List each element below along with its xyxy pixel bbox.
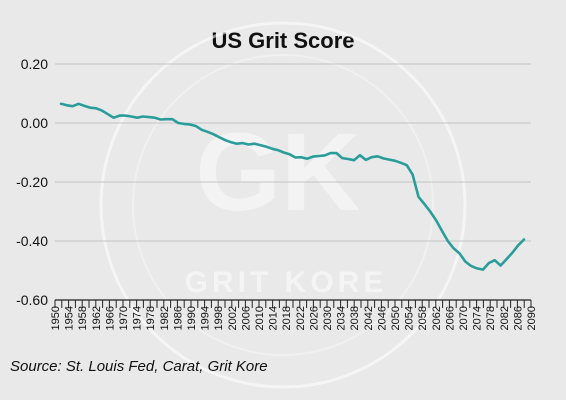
x-tick-label: 1994 (200, 306, 212, 330)
x-tick-label: 2022 (295, 306, 307, 330)
x-tick-label: 1998 (213, 306, 225, 330)
x-tick-label: 2030 (322, 306, 334, 330)
x-tick-label: 2086 (512, 306, 524, 330)
x-tick-label: 1962 (91, 306, 103, 330)
x-tick-label: 2034 (336, 306, 348, 330)
series-layer (59, 102, 526, 271)
x-tick-label: 2058 (417, 306, 429, 330)
x-tick-label: 2082 (499, 306, 511, 330)
x-tick-label: 2074 (472, 306, 484, 330)
x-tick-label: 1954 (64, 306, 76, 330)
watermark-monogram: GK (196, 111, 361, 234)
y-tick-label: -0.20 (16, 174, 48, 190)
series-line-grit-score (59, 102, 526, 271)
x-tick-label: 2038 (349, 306, 361, 330)
watermark-inner-ring (132, 54, 434, 356)
x-tick-label: 1978 (145, 306, 157, 330)
x-tick-label: 2026 (308, 306, 320, 330)
x-tick-label: 2018 (281, 306, 293, 330)
x-tick-label: 1970 (118, 306, 130, 330)
x-tick-label: 2006 (240, 306, 252, 330)
x-tick-label: 2078 (485, 306, 497, 330)
x-tick-label: 2062 (431, 306, 443, 330)
gridlines (55, 63, 531, 301)
y-tick-label: -0.60 (16, 292, 48, 308)
x-tick-label: 2014 (268, 306, 280, 330)
x-tick-label: 2046 (376, 306, 388, 330)
x-tick-label: 2054 (404, 306, 416, 330)
watermark-text: GRIT KORE (185, 266, 388, 299)
source-note: Source: St. Louis Fed, Carat, Grit Kore (10, 358, 268, 375)
watermark-outer-ring (99, 21, 467, 389)
x-tick-label: 2066 (444, 306, 456, 330)
y-tick-label: -0.40 (16, 233, 48, 249)
y-axis-ticks: 0.20 0.00 -0.20 -0.40 -0.60 (16, 56, 48, 308)
x-tick-label: 2042 (363, 306, 375, 330)
x-tick-label: 1974 (132, 306, 144, 330)
x-tick-label: 1982 (159, 306, 171, 330)
x-tick-label: 1950 (50, 306, 62, 330)
x-tick-label: 1990 (186, 306, 198, 330)
x-tick-label: 1966 (104, 306, 116, 330)
x-tick-label: 2010 (254, 306, 266, 330)
x-tick-label: 1958 (77, 306, 89, 330)
y-tick-label: 0.00 (21, 115, 48, 131)
x-axis: 1950 1954 1958 1962 1966 1970 1974 1978 1982 1986… (50, 299, 538, 330)
x-tick-label: 2070 (458, 306, 470, 330)
x-tick-label: 2002 (227, 306, 239, 330)
x-tick-label: 1986 (172, 306, 184, 330)
grit-kore-watermark: GK GRIT KORE (99, 21, 467, 389)
y-tick-label: 0.20 (21, 56, 48, 72)
chart-title: US Grit Score (211, 28, 355, 53)
x-tick-label: 2090 (526, 306, 538, 330)
x-tick-label: 2050 (390, 306, 402, 330)
